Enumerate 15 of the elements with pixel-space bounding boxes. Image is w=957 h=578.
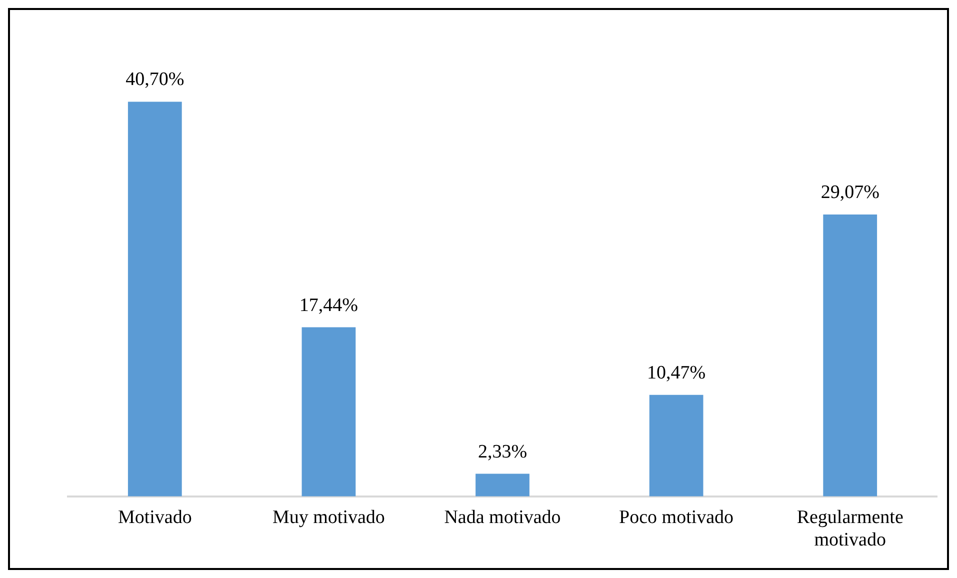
bar xyxy=(823,214,878,496)
data-label: 17,44% xyxy=(299,294,358,316)
data-label: 2,33% xyxy=(478,441,528,462)
x-tick-label: Nada motivado xyxy=(444,506,561,528)
data-label: 10,47% xyxy=(647,362,706,384)
x-tick-label: Motivado xyxy=(118,506,192,528)
bar xyxy=(476,474,530,496)
bar xyxy=(128,102,182,496)
x-tick-label: Muy motivado xyxy=(272,506,385,528)
data-label: 40,70% xyxy=(126,69,184,90)
x-tick-label: Regularmente motivado xyxy=(796,506,904,551)
data-label: 29,07% xyxy=(820,182,880,203)
bar xyxy=(302,327,356,496)
x-tick-label: Poco motivado xyxy=(619,506,734,528)
bar xyxy=(649,394,704,496)
